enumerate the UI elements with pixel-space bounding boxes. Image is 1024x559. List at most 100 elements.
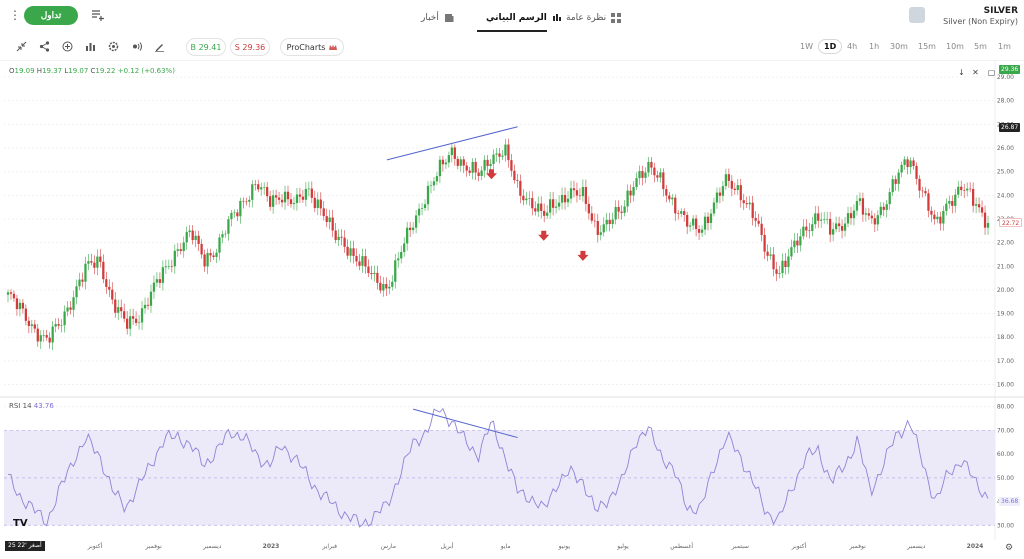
chart-settings-icon[interactable]: ⚙	[1005, 543, 1014, 553]
candle-body	[903, 159, 906, 165]
collapse-pane-icon[interactable]: ✕	[972, 68, 979, 77]
timeframe-4h[interactable]: 4h	[847, 42, 858, 51]
candle-body	[376, 272, 379, 283]
candle-body	[236, 212, 239, 217]
candle-body	[260, 187, 263, 190]
candle-body	[736, 185, 739, 190]
more-vertical-icon[interactable]: ⋮	[9, 8, 21, 22]
price-chart[interactable]: 29.0028.0027.0026.0025.0024.0023.0022.00…	[0, 60, 1024, 559]
candle-body	[292, 203, 296, 205]
tab-chart[interactable]: الرسم البياني	[486, 6, 562, 30]
candle-body	[933, 214, 936, 220]
timeframe-1w[interactable]: 1W	[800, 42, 813, 51]
signal-icon[interactable]	[131, 41, 142, 52]
candle-body	[662, 172, 665, 190]
candle-body	[665, 189, 668, 196]
collapse-icon[interactable]	[16, 41, 27, 52]
candle-body	[551, 199, 555, 208]
candle-body	[27, 320, 30, 326]
share-icon[interactable]	[39, 41, 50, 52]
timeframe-10m[interactable]: 10m	[946, 42, 964, 51]
download-icon[interactable]: ↓	[958, 68, 965, 77]
candle-body	[280, 199, 284, 203]
tab-news[interactable]: أخبار	[421, 6, 454, 30]
price-tick-label: 16.00	[997, 382, 1014, 389]
rsi-name: RSI	[9, 402, 21, 410]
candle-body	[331, 217, 334, 231]
candle-body	[435, 176, 439, 182]
candle-body	[227, 219, 230, 234]
trade-button[interactable]: تداول	[24, 6, 78, 25]
candle-body	[694, 218, 698, 230]
price-tick-label: 22.00	[997, 240, 1014, 247]
timeframe-1m[interactable]: 1m	[998, 42, 1011, 51]
candle-body	[173, 250, 176, 267]
candle-body	[453, 147, 456, 159]
candle-body	[117, 307, 120, 313]
candle-body	[126, 318, 129, 329]
sell-price-button[interactable]: S 29.36	[230, 38, 270, 56]
timeframe-30m[interactable]: 30m	[890, 42, 908, 51]
candle-body	[361, 256, 364, 266]
candle-body	[712, 202, 716, 214]
candle-body	[546, 212, 549, 216]
tab-overview[interactable]: نظرة عامة	[566, 6, 622, 30]
grid-icon	[611, 13, 622, 23]
candle-body	[492, 154, 495, 164]
candle-body	[513, 170, 516, 181]
candle-body	[274, 195, 278, 198]
candle-body	[48, 337, 51, 343]
timeframe-5m[interactable]: 5m	[974, 42, 987, 51]
candle-body	[635, 178, 638, 188]
candle-body	[608, 219, 611, 225]
candle-body	[212, 255, 215, 257]
candle-body	[757, 220, 760, 224]
candle-body	[194, 235, 197, 241]
candle-body	[42, 335, 45, 336]
candle-body	[30, 324, 33, 326]
price-trendline	[386, 126, 518, 161]
candle-body	[72, 297, 75, 310]
candle-body	[307, 188, 310, 190]
candle-body	[465, 165, 468, 171]
instrument-subtitle: Silver (Non Expiry)	[943, 17, 1018, 26]
candle-body	[414, 215, 418, 228]
candle-body	[310, 188, 313, 198]
candle-body	[697, 229, 701, 233]
procharts-button[interactable]: ProCharts	[280, 38, 344, 56]
candle-body	[438, 159, 442, 177]
candle-body	[686, 214, 689, 227]
timeframe-1h[interactable]: 1h	[869, 42, 880, 51]
indicators-icon[interactable]	[85, 41, 96, 52]
candle-body	[689, 225, 692, 227]
candle-body	[248, 199, 251, 202]
rsi-tick-label: 70.00	[997, 427, 1014, 434]
settings-icon[interactable]	[108, 41, 119, 52]
time-tick-label: 2024	[967, 543, 984, 550]
timeframe-1d[interactable]: 1D	[818, 39, 843, 54]
candle-body	[870, 215, 873, 219]
candle-body	[772, 254, 775, 270]
candle-body	[24, 308, 28, 321]
candle-body	[489, 163, 492, 167]
candle-body	[388, 286, 391, 289]
last-price-tag: 29.36	[999, 65, 1021, 74]
candle-body	[185, 232, 188, 243]
candle-body	[942, 210, 945, 224]
buy-price-button[interactable]: B 29.41	[186, 38, 226, 56]
candle-body	[882, 206, 885, 210]
candle-body	[382, 284, 385, 291]
procharts-label: ProCharts	[286, 42, 326, 52]
candle-body	[6, 292, 10, 295]
draw-icon[interactable]	[154, 41, 165, 52]
candle-body	[945, 203, 948, 211]
maximize-icon[interactable]: ▢	[987, 68, 996, 77]
candle-body	[891, 179, 894, 193]
candle-body	[980, 207, 984, 213]
timeframe-15m[interactable]: 15m	[918, 42, 936, 51]
candle-body	[977, 204, 981, 208]
add-icon[interactable]	[62, 41, 73, 52]
candle-body	[611, 219, 614, 225]
playlist-add-icon[interactable]	[91, 8, 105, 22]
candle-body	[105, 279, 108, 287]
